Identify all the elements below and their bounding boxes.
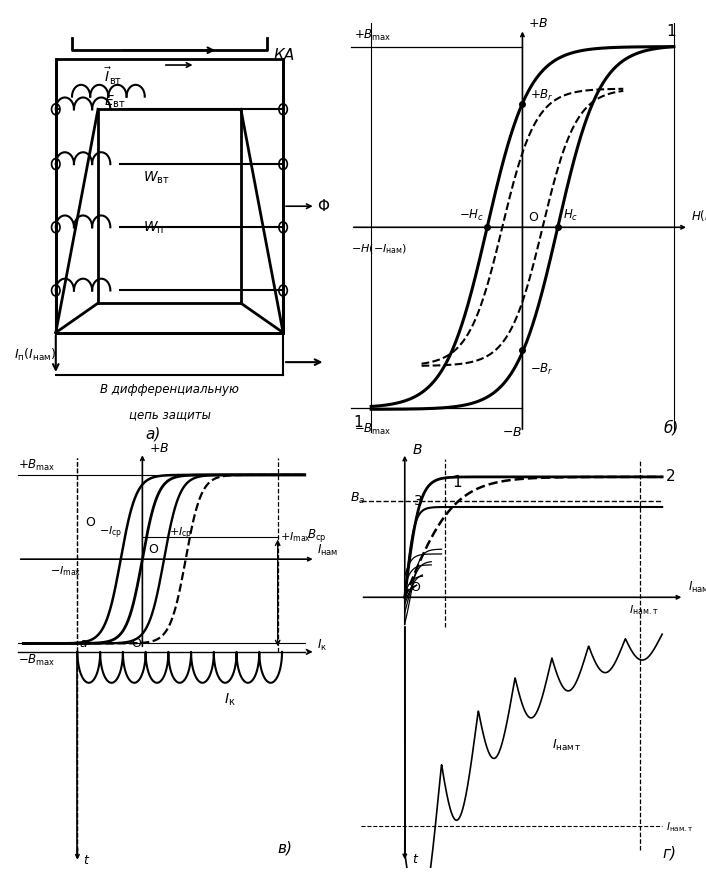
Text: КА: КА	[273, 48, 294, 63]
Text: $I_{\rm нам.т}$: $I_{\rm нам.т}$	[629, 602, 659, 617]
Text: 1: 1	[354, 415, 363, 430]
Text: 2: 2	[666, 468, 676, 483]
Text: O: O	[529, 210, 539, 224]
Text: $H(I_{\rm нам})$: $H(I_{\rm нам})$	[691, 209, 706, 225]
Text: 3: 3	[414, 494, 422, 508]
Text: $B$: $B$	[412, 442, 423, 456]
Text: $-B_{\rm max}$: $-B_{\rm max}$	[18, 652, 56, 667]
Text: O: O	[85, 516, 95, 529]
Text: $\Phi$: $\Phi$	[317, 198, 330, 214]
Text: $t$: $t$	[412, 852, 419, 866]
Text: $I_{\rm к}$: $I_{\rm к}$	[224, 691, 235, 707]
Text: 1: 1	[453, 474, 462, 489]
Text: $-H_c$: $-H_c$	[459, 208, 484, 223]
Text: $+I_{\rm ср}$: $+I_{\rm ср}$	[169, 525, 193, 542]
Text: $+B_r$: $+B_r$	[530, 88, 554, 103]
Text: $-B_{\rm max}$: $-B_{\rm max}$	[354, 422, 391, 437]
Text: $-I_{\rm max}$: $-I_{\rm max}$	[50, 564, 82, 577]
Text: $I_{\rm нам}$: $I_{\rm нам}$	[317, 542, 338, 557]
Text: O: O	[148, 543, 157, 556]
Text: O: O	[131, 637, 141, 650]
Text: $B_{\rm ср}$: $B_{\rm ср}$	[308, 526, 327, 543]
Text: $-B$: $-B$	[502, 425, 522, 438]
Text: б): б)	[664, 420, 679, 436]
Text: $-B_r$: $-B_r$	[530, 361, 554, 376]
Text: $I_{\rm к}$: $I_{\rm к}$	[317, 638, 327, 652]
Text: а): а)	[145, 426, 161, 441]
Text: O: O	[411, 581, 421, 594]
Text: $I_{\rm п}(I_{\rm нам})$: $I_{\rm п}(I_{\rm нам})$	[13, 346, 56, 362]
Text: $+B_{\rm max}$: $+B_{\rm max}$	[18, 458, 56, 473]
Text: в): в)	[277, 839, 293, 854]
Text: $I_{\rm нам.т}$: $I_{\rm нам.т}$	[666, 819, 693, 833]
Text: $-H(-I_{\rm нам})$: $-H(-I_{\rm нам})$	[351, 242, 407, 256]
Text: $a$: $a$	[78, 637, 88, 650]
Text: 1: 1	[666, 24, 676, 39]
Text: В дифференциальную: В дифференциальную	[100, 382, 239, 396]
Text: $t$: $t$	[83, 852, 90, 866]
Text: $B_a$: $B_a$	[349, 490, 365, 505]
Text: $+I_{\rm max}$: $+I_{\rm max}$	[280, 530, 311, 544]
Text: цепь защиты: цепь защиты	[128, 408, 210, 420]
Text: $+B$: $+B$	[149, 442, 169, 455]
Text: $W_{\rm п}$: $W_{\rm п}$	[143, 220, 164, 236]
Text: $+B_{\rm max}$: $+B_{\rm max}$	[354, 27, 391, 43]
Text: $W_{\rm вт}$: $W_{\rm вт}$	[143, 169, 170, 186]
Text: $\vec{I}_{\rm вт}$: $\vec{I}_{\rm вт}$	[104, 66, 123, 87]
Text: $+B$: $+B$	[529, 17, 549, 30]
Text: $-I_{\rm ср}$: $-I_{\rm ср}$	[99, 524, 122, 540]
Text: $I_{\rm нам\,т}$: $I_{\rm нам\,т}$	[552, 737, 582, 752]
Text: г): г)	[662, 845, 676, 859]
Text: $I_{\rm нам}$: $I_{\rm нам}$	[688, 580, 706, 595]
Text: $E_{\rm вт}$: $E_{\rm вт}$	[104, 94, 126, 110]
Text: $H_c$: $H_c$	[563, 208, 578, 223]
